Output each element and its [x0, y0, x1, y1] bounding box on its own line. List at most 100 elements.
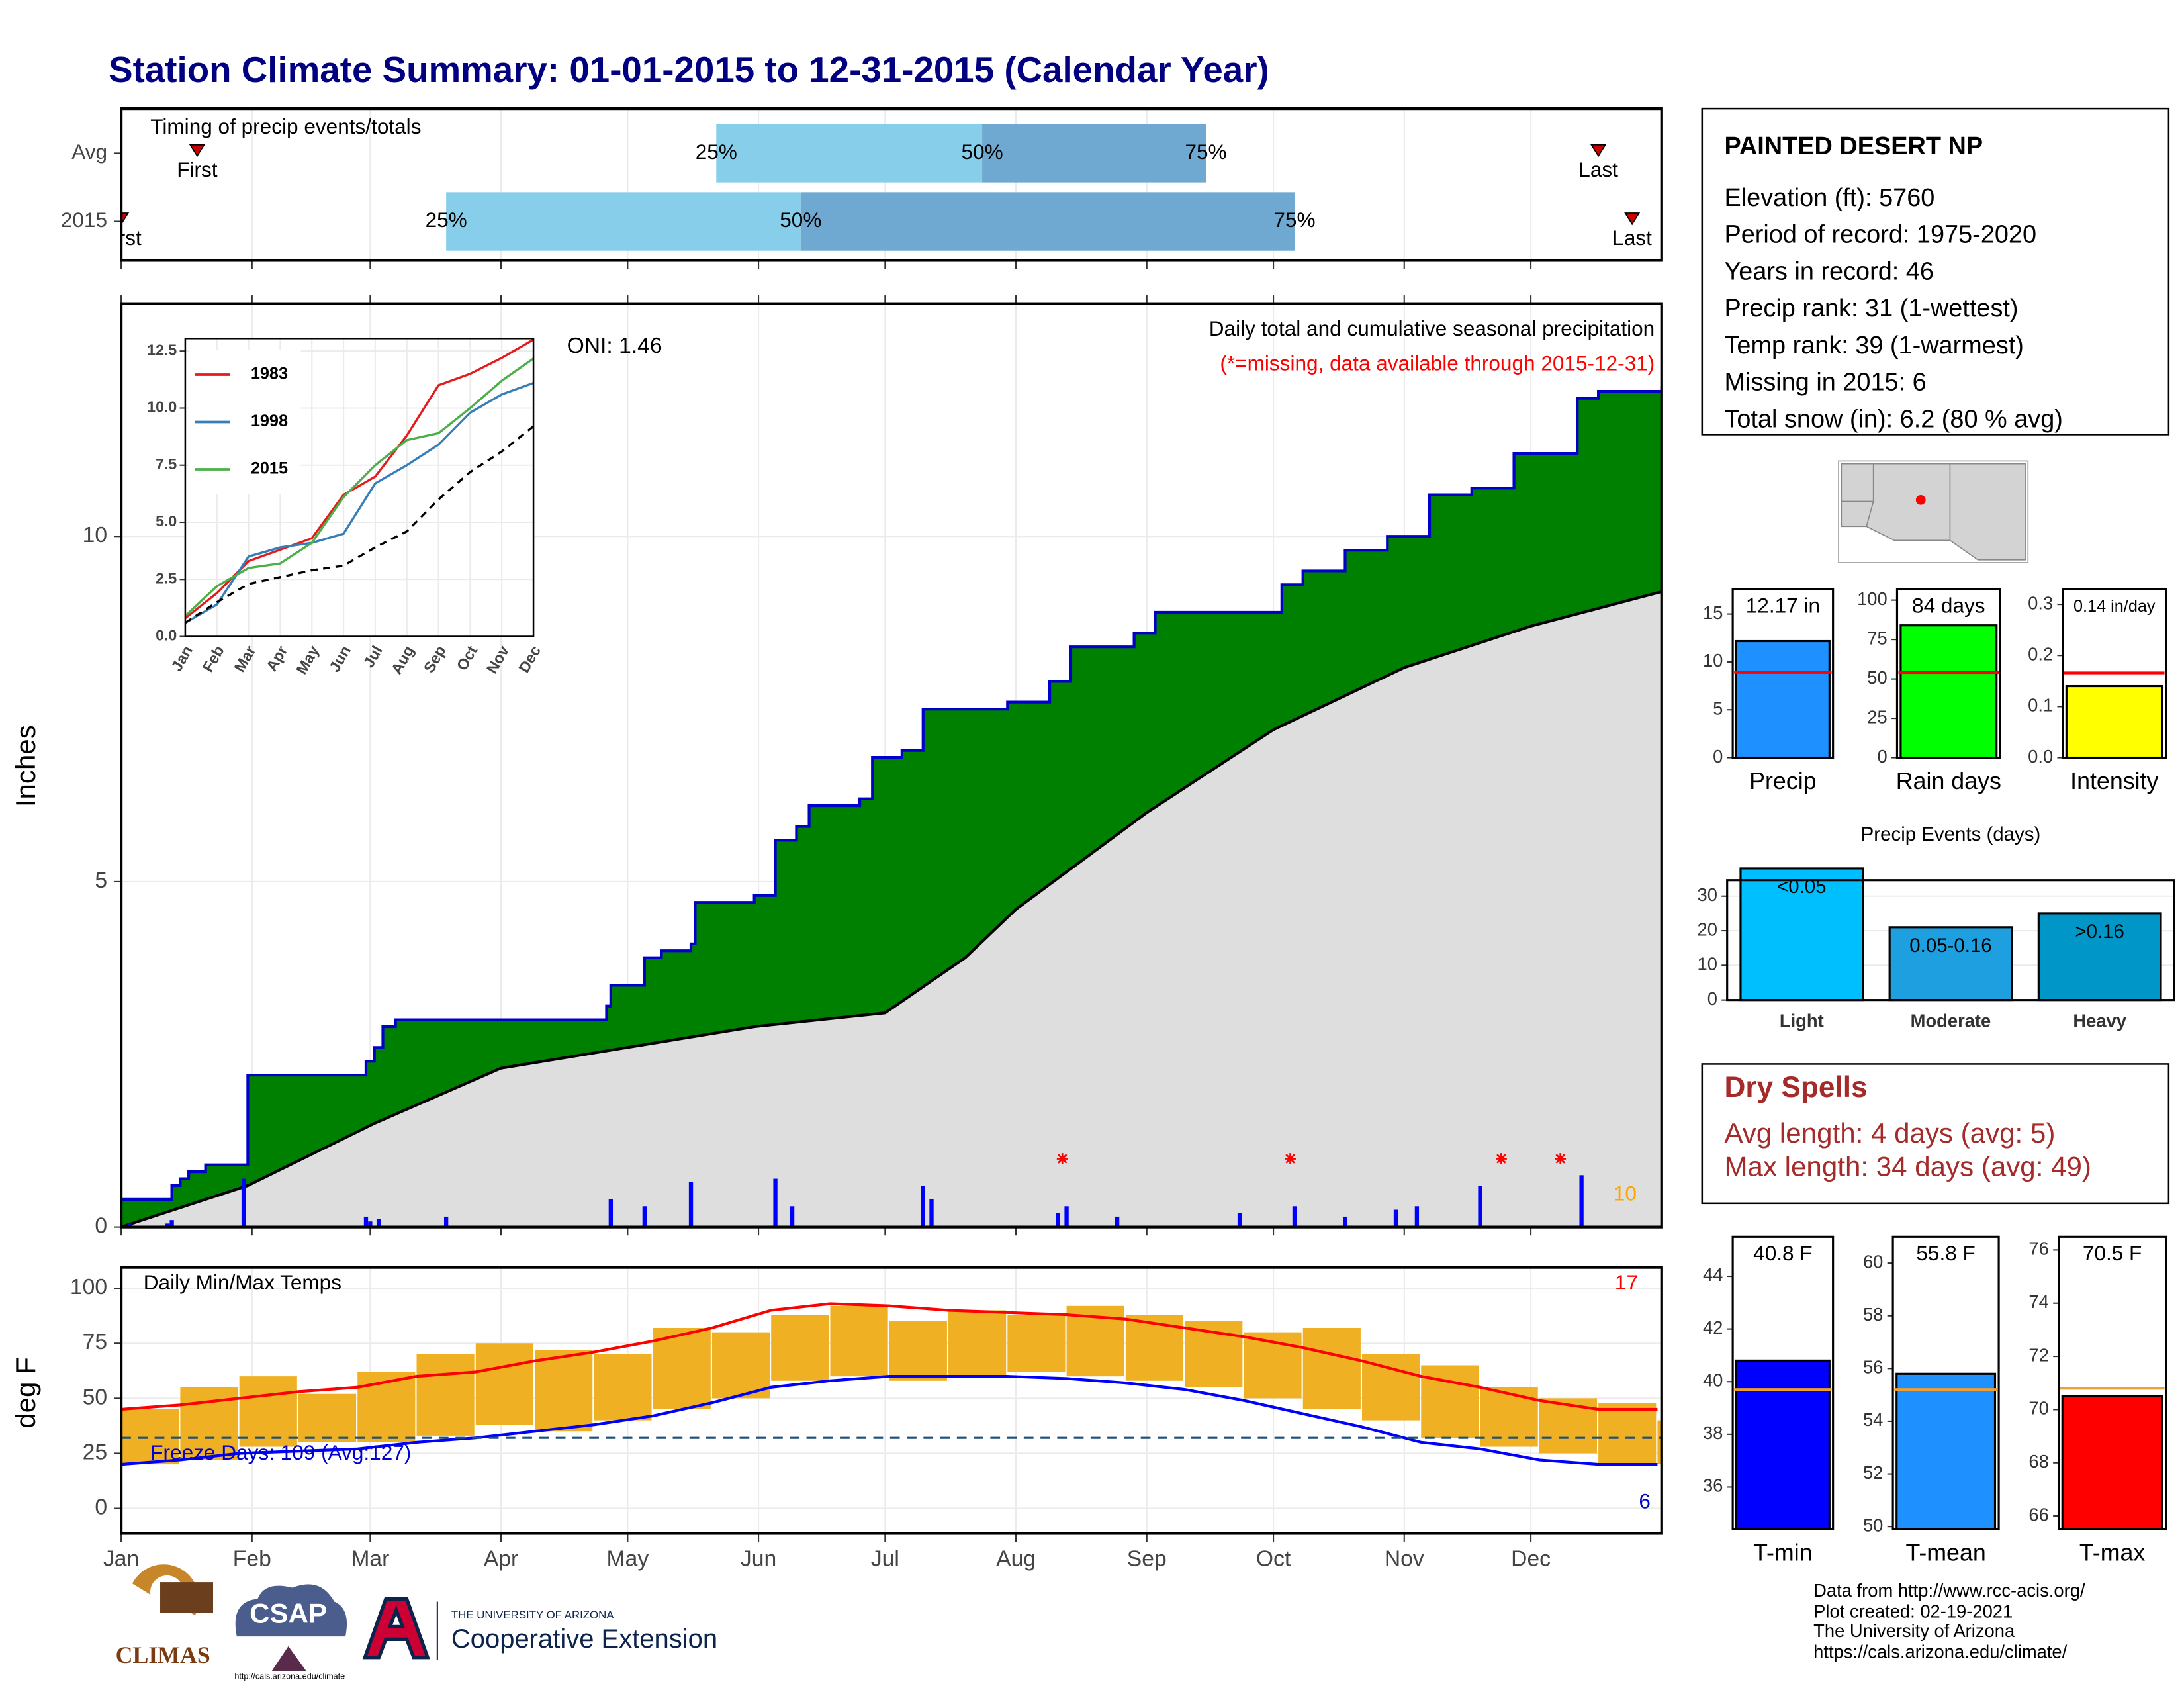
y-tick-label: 75	[83, 1330, 107, 1354]
category-label: Precip	[1749, 768, 1816, 794]
event-label: Last	[1612, 226, 1652, 250]
bar	[1735, 639, 1831, 759]
panel-frame	[119, 302, 1663, 1229]
daily-bar	[368, 1221, 373, 1227]
category-label: Light	[1780, 1011, 1824, 1031]
y-tick-label: 50	[83, 1385, 107, 1409]
footer-line: The University of Arizona	[1813, 1620, 2015, 1641]
bar	[2061, 1395, 2163, 1530]
category-label: Moderate	[1911, 1011, 1991, 1031]
info-line: Precip rank: 31 (1-wettest)	[1724, 295, 2018, 322]
daily-bar	[1343, 1216, 1347, 1227]
range-bar	[800, 192, 1295, 251]
category-label: T-max	[2079, 1539, 2145, 1566]
range-bar	[982, 124, 1206, 183]
percentile-label: 50%	[961, 140, 1003, 164]
y-tick-label: 58	[1863, 1304, 1883, 1325]
value-label: 55.8 F	[1916, 1241, 1975, 1265]
station-location	[1915, 494, 1926, 505]
x-tick-label: Nov	[1385, 1546, 1424, 1571]
temp-range-bar	[239, 1376, 297, 1447]
x-tick-label: Sep	[1127, 1546, 1167, 1571]
chart-subtitle: (*=missing, data available through 2015-…	[1220, 352, 1655, 375]
daily-bar	[1237, 1213, 1242, 1227]
daily-bar	[1478, 1185, 1482, 1227]
climas-logo-shape	[160, 1582, 214, 1613]
daily-bar	[376, 1219, 381, 1227]
temp-range-bar	[711, 1332, 770, 1399]
percentile-label: 75%	[1273, 208, 1315, 232]
y-tick-label: 10.0	[147, 399, 177, 416]
missing-marker	[1056, 1153, 1068, 1164]
x-tick-label: Oct	[1256, 1546, 1291, 1571]
panel-frame	[1731, 1235, 1835, 1530]
temp-range-bar	[1657, 1420, 1662, 1465]
bar	[2037, 912, 2162, 1002]
y-tick-label: 30	[1698, 884, 1717, 905]
inset-line	[185, 381, 534, 624]
footer-line: Data from http://www.rcc-acis.org/	[1813, 1580, 2085, 1601]
daily-bar	[921, 1185, 925, 1227]
temp-range-bar	[121, 1409, 179, 1465]
map-states	[1841, 463, 2026, 561]
y-tick-label: 54	[1863, 1409, 1883, 1430]
temp-range-bar	[1302, 1328, 1361, 1409]
category-label: Rain days	[1896, 768, 2001, 794]
ua-logo	[362, 1597, 430, 1660]
panel-frame	[2062, 588, 2167, 759]
event-marker	[121, 212, 130, 226]
category-label: T-mean	[1905, 1539, 1985, 1566]
y-tick-label: 0	[95, 1213, 107, 1238]
annotation: Freeze Days: 109 (Avg:127)	[150, 1440, 411, 1464]
daily-bar	[443, 1216, 449, 1227]
temp-range-bar	[948, 1310, 1007, 1377]
y-axis-title: Inches	[10, 725, 41, 807]
temp-range-bar	[357, 1372, 416, 1442]
daily-bar	[169, 1220, 174, 1227]
y-tick-label: 5	[1713, 698, 1723, 718]
missing-marker	[1496, 1153, 1507, 1164]
temp-range-bar	[889, 1321, 947, 1381]
daily-bar	[165, 1223, 170, 1227]
y-tick-label: 75	[1867, 628, 1887, 648]
average-line	[121, 590, 1662, 1227]
temp-line	[121, 1375, 1658, 1466]
csap-url: http://cals.arizona.edu/climate	[234, 1671, 345, 1681]
y-tick-label: 0.3	[2028, 592, 2053, 613]
coop-label: Cooperative Extension	[451, 1624, 717, 1654]
y-tick-label: 0.0	[2028, 746, 2053, 767]
ua-label: THE UNIVERSITY OF ARIZONA	[451, 1609, 614, 1621]
value-label: 0.14 in/day	[2073, 597, 2156, 616]
panel-frame	[1731, 588, 1835, 759]
temp-range-bar	[475, 1343, 533, 1425]
y-tick-label: 56	[1863, 1357, 1883, 1378]
x-tick-label: Mar	[351, 1546, 389, 1571]
annotation: ONI: 1.46	[567, 334, 662, 358]
daily-bar	[1115, 1216, 1120, 1227]
bar	[2065, 684, 2163, 759]
percentile-label: 50%	[780, 208, 821, 232]
y-tick-label: 100	[70, 1275, 107, 1299]
y-tick-label: 100	[1857, 588, 1888, 609]
x-tick-label: Apr	[484, 1546, 518, 1571]
annotation: 6	[1639, 1489, 1651, 1513]
daily-bar	[773, 1178, 778, 1227]
event-label: First	[177, 158, 218, 181]
legend-label: 1983	[251, 365, 288, 383]
panel-frame	[2058, 1235, 2167, 1530]
temp-range-bar	[771, 1315, 829, 1381]
daily-bar	[1393, 1209, 1398, 1227]
y-tick-label: 44	[1703, 1264, 1723, 1285]
y-tick-label: 0.1	[2028, 695, 2053, 716]
y-tick-label: 7.5	[156, 455, 177, 473]
event-marker	[1590, 144, 1607, 158]
panel-frame	[1891, 1235, 2000, 1530]
y-tick-label: 5.0	[156, 512, 177, 530]
chart-title: Timing of precip events/totals	[150, 115, 421, 138]
daily-bar	[1064, 1206, 1069, 1227]
annotation: 17	[1615, 1270, 1638, 1294]
inset-line	[184, 425, 535, 624]
y-tick-label: 50	[1867, 667, 1887, 688]
y-tick-label: 0	[1713, 746, 1723, 767]
